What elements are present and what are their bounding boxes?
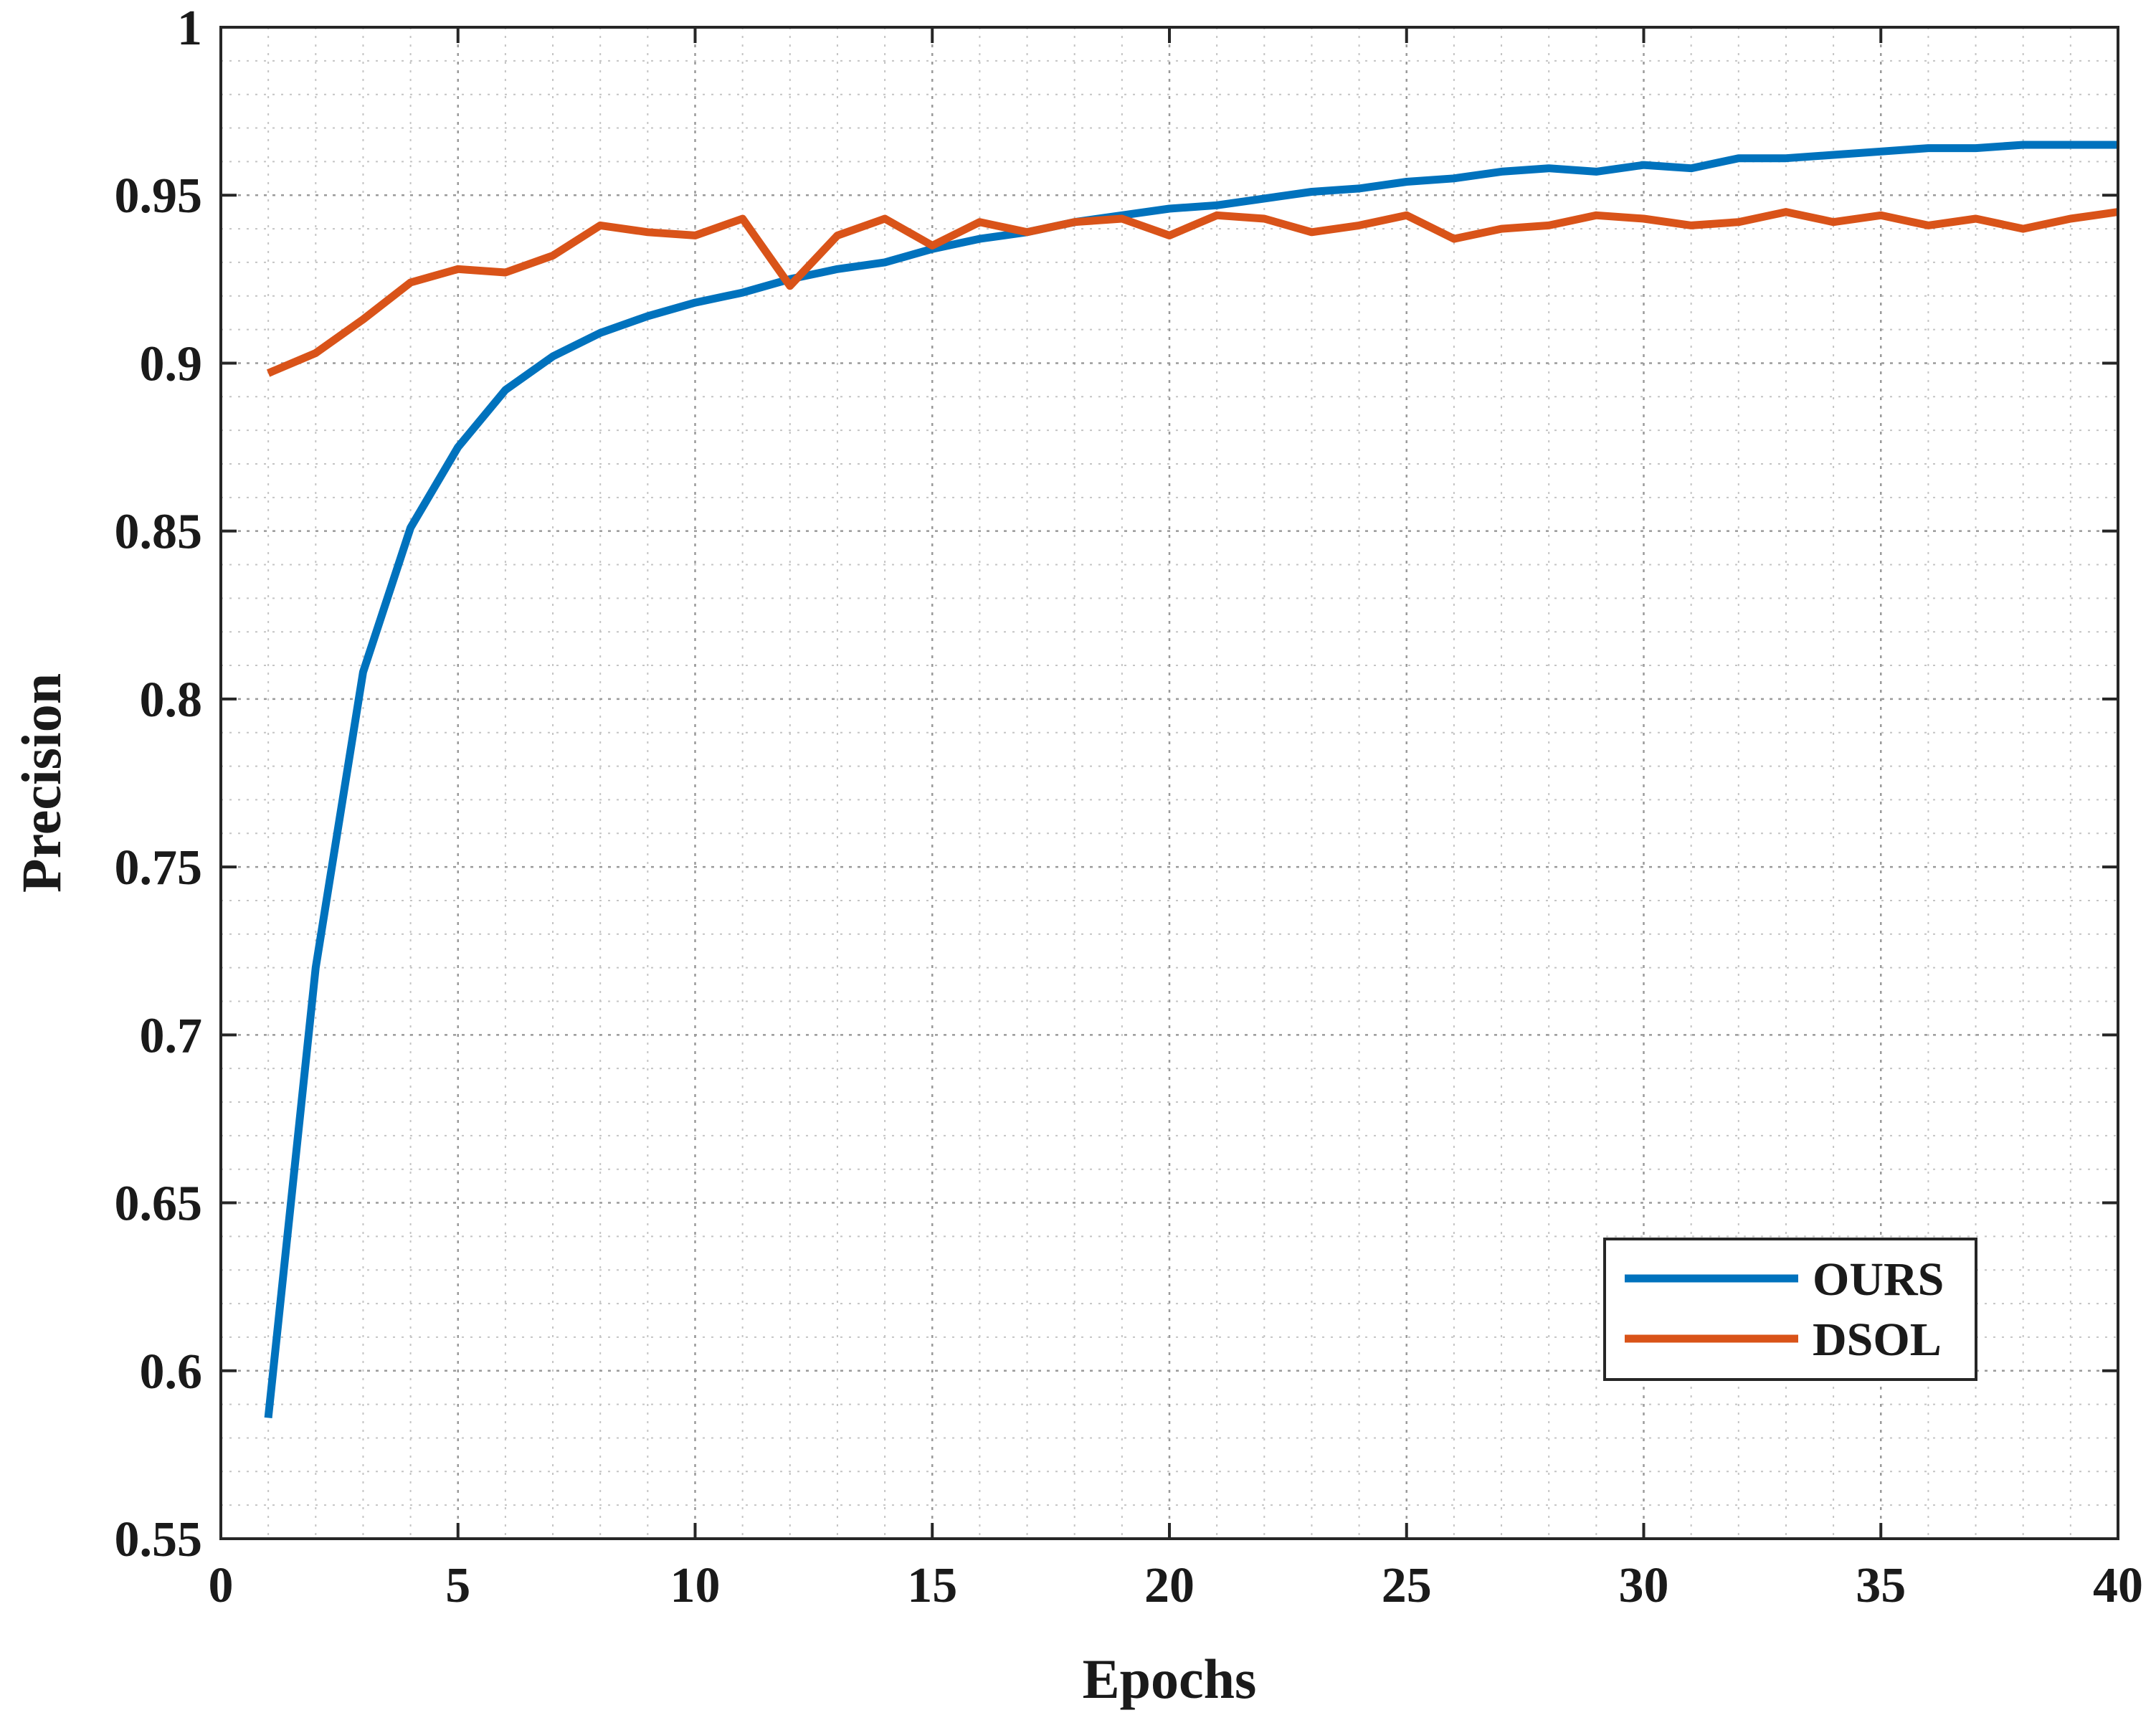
y-tick-label: 0.8 bbox=[140, 673, 203, 728]
y-tick-label: 0.75 bbox=[115, 840, 203, 896]
y-tick-label: 0.95 bbox=[115, 168, 203, 224]
x-tick-label: 10 bbox=[670, 1558, 721, 1613]
y-tick-label: 0.65 bbox=[115, 1177, 203, 1232]
y-tick-label: 1 bbox=[177, 1, 202, 56]
series-layer bbox=[264, 141, 2119, 1418]
legend-box bbox=[1603, 1238, 1977, 1381]
legend-label-dsol: DSOL bbox=[1813, 1314, 1942, 1366]
x-tick-label: 5 bbox=[445, 1558, 470, 1613]
x-tick-label: 25 bbox=[1382, 1558, 1432, 1613]
x-tick-label: 15 bbox=[907, 1558, 957, 1613]
tick-labels: 0 5 10 15 20 25 30 35 40 0.55 0.6 0.65 0.7 0.75 0.8 0.8… bbox=[115, 1, 2144, 1613]
y-tick-label: 0.7 bbox=[140, 1008, 203, 1063]
legend: OURS DSOL bbox=[1603, 1238, 1977, 1381]
x-tick-label: 40 bbox=[2093, 1558, 2143, 1613]
y-tick-label: 0.6 bbox=[140, 1344, 203, 1400]
x-tick-label: 35 bbox=[1856, 1558, 1906, 1613]
major-grid bbox=[221, 27, 2118, 1539]
legend-label-ours: OURS bbox=[1813, 1253, 1944, 1306]
x-tick-label: 30 bbox=[1619, 1558, 1669, 1613]
x-tick-label: 0 bbox=[209, 1558, 234, 1613]
y-axis-title: Precision bbox=[10, 673, 72, 893]
x-tick-label: 20 bbox=[1144, 1558, 1195, 1613]
y-tick-label: 0.85 bbox=[115, 505, 203, 560]
x-axis-title: Epochs bbox=[1083, 1648, 1257, 1710]
series-line-ours bbox=[264, 141, 2118, 1418]
y-tick-label: 0.55 bbox=[115, 1512, 203, 1567]
axis-ticks bbox=[219, 26, 2119, 1540]
series-line-dsol bbox=[266, 208, 2119, 377]
y-tick-label: 0.9 bbox=[140, 336, 203, 391]
